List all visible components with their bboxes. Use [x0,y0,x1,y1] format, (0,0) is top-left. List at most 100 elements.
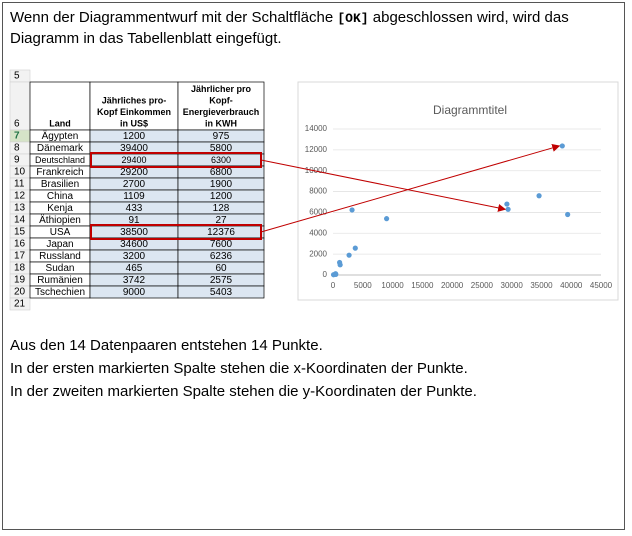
row-number: 12 [14,191,26,202]
country: Rumänien [37,275,83,286]
row-header [9,141,31,155]
chart-area [297,81,619,301]
cell-value: 38500 [120,227,148,238]
row-number: 9 [14,155,20,166]
cell-value: 6236 [210,251,233,262]
row-number: 10 [14,167,26,178]
row-number: 11 [14,179,25,190]
y-tick-label: 14000 [305,124,328,133]
point [349,207,355,213]
cell-value: 7600 [210,239,233,250]
cell-value: 5800 [210,143,233,154]
y-tick-label: 12000 [305,145,328,154]
x-tick-label: 20000 [441,281,464,290]
row-header [9,297,31,311]
country: Japan [46,239,73,250]
point [384,216,390,222]
country: Russland [39,251,81,262]
point [352,245,358,251]
y-tick-label: 0 [323,270,328,279]
country: Dänemark [37,143,84,154]
row-number: 13 [14,203,26,214]
paragraphs: Aus den 14 Datenpaaren entstehen 14 Punk… [10,334,622,403]
country: Sudan [46,263,75,274]
cell-value: 3200 [123,251,146,262]
cell-value: 29200 [120,167,148,178]
row-header [9,153,31,167]
row-number: 19 [14,275,26,286]
row-number: 17 [14,251,26,262]
cell-value: 2575 [210,275,233,286]
column-header: Energieverbrauch [183,107,260,117]
column-header: Land [49,118,71,128]
cell-value: 60 [215,263,227,274]
row-number: 7 [14,131,20,142]
paragraph: Aus den 14 Datenpaaren entstehen 14 Punk… [10,337,323,354]
country: China [47,191,74,202]
column-header: Jährlicher pro [191,84,252,94]
cell-value: 3742 [123,275,146,286]
point [337,259,343,266]
column-header: in US$ [120,118,148,128]
header-cell [177,81,265,131]
header-cell [29,81,91,131]
cell-value: 6300 [211,155,231,165]
y-tick-label: 6000 [309,208,327,217]
arrow [260,144,561,233]
row-header [9,81,31,131]
row-header [9,69,31,83]
point [505,206,511,212]
text: Wenn der Diagrammentwurf mit der Schaltf… [10,9,334,26]
row-number: 14 [14,215,26,226]
cell-value: 29400 [121,155,146,165]
point [536,193,542,199]
x-tick-label: 30000 [501,281,524,290]
cell-value: 128 [213,203,230,214]
country: Brasilien [41,179,79,190]
frame [2,2,625,530]
x-tick-label: 25000 [471,281,494,290]
paragraph: In der ersten markierten Spalte stehen d… [10,360,468,377]
y-tick-label: 10000 [305,166,328,175]
x-tick-label: 45000 [590,281,613,290]
cell-value: 6800 [210,167,233,178]
cell [177,285,265,299]
country: USA [50,227,71,238]
point [333,271,339,277]
point [565,211,571,218]
row-number: 5 [14,71,20,82]
row-number: 6 [14,119,20,130]
point [346,252,352,258]
x-tick-label: 35000 [530,281,553,290]
instruction: Wenn der Diagrammentwurf mit der Schaltf… [10,8,622,49]
cell-value: 1200 [123,131,146,142]
row-number: 16 [14,239,26,250]
country: Ägypten [42,130,79,142]
paragraph: In der zweiten markierten Spalte stehen … [10,383,477,400]
spreadsheet: Diagrammtitel 56789101112131415161718192… [9,69,619,311]
cell-value: 5403 [210,287,233,298]
x-tick-label: 5000 [354,281,372,290]
point [504,201,510,207]
row-number: 21 [14,299,26,310]
column-header: Kopf- [209,95,233,105]
cell-value: 1109 [123,191,145,202]
cell-value: 465 [126,263,143,274]
column-header: in KWH [205,118,237,128]
cell-value: 9000 [123,287,146,298]
chart-title: Diagrammtitel [433,103,507,117]
country: Äthiopien [39,214,81,226]
row-number: 8 [14,143,20,154]
x-tick-label: 0 [331,281,336,290]
point [559,143,565,149]
cell-value: 1200 [210,191,233,202]
arrow [260,159,507,212]
country: Kenja [47,203,73,214]
country: Frankreich [36,167,83,178]
cell-value: 12376 [207,227,235,238]
row-number: 18 [14,263,26,274]
cell-value: 91 [128,215,140,226]
column-header: Kopf Einkommen [97,107,171,117]
country: Tschechien [35,287,85,298]
